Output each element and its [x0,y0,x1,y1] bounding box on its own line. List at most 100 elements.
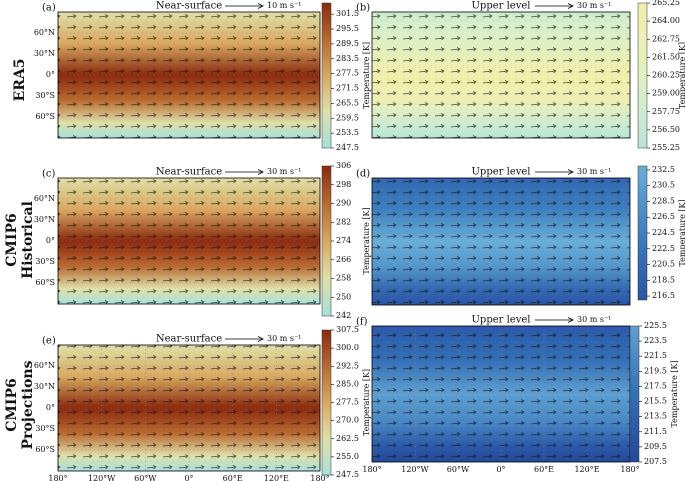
scale-label: 30 m s⁻¹ [267,167,301,176]
colorbar-tick-label: 207.5 [644,457,667,466]
x-tick-label: 0° [184,474,193,481]
scale-arrowhead [567,169,574,175]
scale-arrowhead [567,317,574,323]
colorbar-tick-label: 266 [336,255,351,264]
y-tick-label: 30°N [34,215,55,224]
colorbar-tick-label: 218.5 [652,275,675,284]
panel-label: (b) [356,3,370,14]
colorbar-tick-label: 228.5 [652,196,675,205]
y-tick-label: 60°N [34,28,55,37]
panel-title: Upper level [472,315,531,326]
colorbar-tick-label: 220.5 [652,260,675,269]
colorbar-tick-label: 264.00 [652,16,680,25]
wind-arrows [58,345,320,471]
colorbar-tick-label: 298 [336,180,351,189]
colorbar-tick-label: 301.5 [336,9,359,18]
colorbar-tick-label: 271.5 [336,84,359,93]
wind-arrows [372,178,630,305]
colorbar-tick-label: 295.5 [336,24,359,33]
row-label: ERA5 [12,59,28,102]
colorbar-label: Temperature [K] [670,360,679,427]
colorbar-tick-label: 226.5 [652,212,675,221]
colorbar-tick-label: 257.75 [652,107,680,116]
panel-label: (e) [42,336,56,347]
x-tick-label: 120°E [574,465,599,474]
colorbar-tick-label: 230.5 [652,181,675,190]
map-frame [371,11,631,139]
colorbar-tick-label: 217.5 [644,381,667,390]
scale-label: 10 m s⁻¹ [267,1,301,10]
scale-arrowhead [257,3,264,9]
colorbar-tick-label: 277.5 [336,69,359,78]
scale-label: 30 m s⁻¹ [267,334,301,343]
map-frame [371,177,631,306]
colorbar [637,165,648,301]
colorbar-tick-label: 259.5 [336,113,359,122]
x-tick-label: 120°W [88,474,116,481]
colorbar-tick-label: 255.0 [336,452,359,461]
colorbar-tick-label: 255.25 [652,143,680,152]
y-tick-label: 0° [46,403,55,412]
y-tick-label: 30°N [34,382,55,391]
scale-arrowhead [257,169,264,175]
colorbar-tick-label: 285.0 [336,379,359,388]
map-frame [57,344,321,472]
scale-label: 30 m s⁻¹ [577,1,611,10]
x-tick-label: 180° [48,474,67,481]
colorbar-tick-label: 306 [336,161,351,170]
x-tick-label: 60°E [223,474,243,481]
colorbar [321,329,332,476]
x-tick-label: 180° [620,465,639,474]
map-frame [57,11,321,139]
panel-label: (c) [42,169,56,180]
y-tick-label: 30°S [35,424,55,433]
colorbar-tick-label: 247.5 [336,143,359,152]
row-label: Projections [20,360,36,449]
x-tick-label: 0° [496,465,505,474]
colorbar-label: Temperature [K] [362,369,371,436]
colorbar-tick-label: 300.0 [336,343,359,352]
colorbar-label: Temperature [K] [362,207,371,274]
row-label: CMIP6 [4,213,20,266]
panel-title: Near-surface [156,334,222,345]
colorbar-tick-label: 232.5 [652,165,675,174]
colorbar-tick-label: 277.5 [336,398,359,407]
colorbar-tick-label: 224.5 [652,228,675,237]
panel-label: (f) [356,317,368,328]
colorbar-tick-label: 292.5 [336,361,359,370]
colorbar-tick-label: 290 [336,199,351,208]
y-tick-label: 60°S [35,112,55,121]
panel-title: Upper level [472,167,531,178]
y-tick-label: 0° [46,236,55,245]
colorbar-tick-label: 211.5 [644,427,667,436]
colorbar-tick-label: 256.50 [652,125,680,134]
panel-label: (a) [42,3,56,14]
colorbar-tick-label: 274 [336,236,351,245]
colorbar-tick-label: 282 [336,217,351,226]
panel-title: Upper level [472,1,531,12]
x-tick-label: 180° [310,474,329,481]
x-tick-label: 120°E [264,474,289,481]
colorbar-tick-label: 307.5 [336,325,359,334]
colorbar-tick-label: 219.5 [644,366,667,375]
colorbar-tick-label: 258 [336,274,351,283]
y-tick-label: 0° [46,70,55,79]
row-label: CMIP6 [4,378,20,431]
x-tick-label: 60°E [534,465,554,474]
scale-label: 30 m s⁻¹ [577,315,611,324]
colorbar-label: Temperature [K] [678,42,685,109]
y-tick-label: 60°N [34,361,55,370]
colorbar-tick-label: 247.5 [336,470,359,479]
map-frame [57,177,321,305]
colorbar-tick-label: 259.00 [652,89,680,98]
y-tick-label: 30°S [35,257,55,266]
colorbar-tick-label: 221.5 [644,351,667,360]
colorbar-tick-label: 223.5 [644,336,667,345]
colorbar [629,325,640,463]
colorbar-tick-label: 213.5 [644,412,667,421]
colorbar-tick-label: 216.5 [652,291,675,300]
colorbar-tick-label: 265.5 [336,98,359,107]
x-tick-label: 60°W [447,465,470,474]
colorbar-tick-label: 260.25 [652,71,680,80]
